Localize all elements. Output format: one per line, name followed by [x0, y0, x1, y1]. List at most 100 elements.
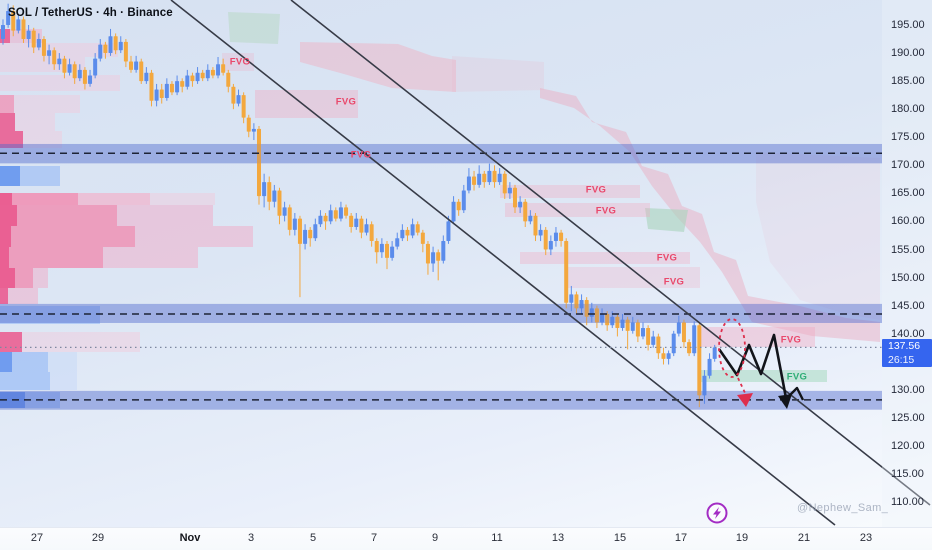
support-resistance-zones[interactable] — [0, 143, 882, 410]
fvg-box — [700, 327, 815, 347]
trend-line — [170, 0, 836, 526]
time-tick: 11 — [491, 532, 503, 544]
current-price-badge: 137.56 26:15 — [882, 339, 932, 367]
trend-line — [290, 0, 931, 506]
fvg-box — [222, 53, 254, 71]
time-tick: 23 — [859, 532, 873, 544]
price-tick: 130.00 — [891, 383, 925, 396]
volume-profile-bar — [0, 166, 20, 186]
volume-profile-bar — [0, 205, 17, 226]
volume-profile-bar — [0, 372, 50, 390]
time-tick: 17 — [674, 532, 688, 544]
time-tick: 19 — [735, 532, 749, 544]
fvg-box — [505, 203, 650, 217]
price-tick: 145.00 — [891, 299, 925, 312]
time-tick: 29 — [91, 532, 105, 544]
volume-profile-bar — [0, 226, 135, 247]
red-arrowhead — [737, 393, 753, 407]
volume-profile-bar — [0, 95, 80, 113]
volume-profile-bar — [0, 288, 8, 304]
watermark: @Nephew_Sam_ — [797, 502, 889, 514]
time-tick: 21 — [797, 532, 811, 544]
sr-zone — [0, 303, 882, 323]
price-tick: 110.00 — [891, 496, 924, 508]
volume-profile-bar — [0, 75, 120, 91]
fvg-text-label: FVG — [786, 371, 808, 383]
volume-profile-bar — [0, 57, 85, 72]
zigzag-arrowhead — [778, 394, 792, 409]
price-tick: 115.00 — [891, 467, 924, 480]
price-tick: 195.00 — [891, 19, 925, 31]
price-tick: 160.00 — [891, 215, 925, 228]
symbol-title[interactable]: SOL / TetherUS · 4h · Binance — [8, 7, 173, 19]
volume-profile-bar — [0, 332, 22, 352]
volume-profile-bar — [0, 247, 9, 268]
volume-profile-bar — [0, 288, 38, 304]
price-tick: 120.00 — [891, 439, 925, 452]
projection-drawings[interactable] — [717, 318, 805, 409]
volume-profile-bar — [0, 247, 103, 268]
fvg-box — [520, 252, 690, 264]
time-tick: 7 — [370, 532, 378, 544]
candlestick-series — [1, 3, 717, 408]
fvg-zones[interactable] — [222, 53, 827, 382]
fvg-text-label: FVG — [663, 276, 685, 288]
volume-profile-bar — [0, 193, 78, 205]
volume-profile — [0, 29, 253, 408]
price-tick: 190.00 — [891, 47, 925, 60]
zone-dashed-lines[interactable] — [0, 152, 882, 401]
fvg-text-label: FVG — [595, 205, 617, 217]
volume-profile-bar — [0, 29, 42, 43]
time-axis[interactable] — [0, 527, 932, 550]
fvg-text-label: FVG — [585, 184, 607, 196]
volume-profile-bar — [0, 43, 118, 57]
fvg-text-label: FVG — [350, 149, 372, 161]
time-tick: 9 — [431, 532, 439, 544]
price-tick: 170.00 — [891, 159, 925, 172]
volume-profile-bar — [0, 131, 23, 148]
zone-overlays — [0, 143, 882, 410]
fvg-text-label: FVG — [780, 334, 802, 346]
price-tick: 175.00 — [891, 131, 925, 144]
bar-countdown: 26:15 — [888, 354, 915, 366]
price-tick: 185.00 — [891, 75, 925, 88]
fvg-text-label: FVG — [656, 252, 678, 264]
time-tick: 3 — [247, 532, 255, 544]
red-dotted-loop — [718, 318, 746, 378]
fvg-box — [700, 370, 827, 382]
volume-profile-bar — [0, 113, 15, 131]
fvg-box — [565, 267, 700, 288]
time-tick: 13 — [551, 532, 565, 544]
volume-profile-bar — [0, 205, 117, 226]
volume-profile-bar — [0, 306, 100, 324]
fvg-box — [500, 185, 640, 198]
time-tick: 27 — [30, 532, 44, 544]
price-tick: 180.00 — [891, 103, 925, 116]
price-tick: 155.00 — [891, 243, 925, 256]
price-tick: 125.00 — [891, 411, 925, 424]
price-axis[interactable] — [882, 0, 932, 527]
price-tick: 150.00 — [891, 271, 925, 284]
lightning-icon[interactable] — [706, 502, 728, 524]
time-tick: 5 — [309, 532, 317, 544]
volume-profile-bar — [0, 95, 14, 113]
volume-profile-bar — [0, 352, 12, 372]
time-tick: Nov — [179, 532, 201, 544]
zigzag-projection — [717, 333, 788, 399]
price-tick: 140.00 — [891, 327, 925, 340]
price-tick: 165.00 — [891, 187, 925, 200]
volume-profile-bar — [0, 193, 12, 205]
volume-profile-bar — [0, 268, 15, 288]
descending-channel-lines[interactable] — [170, 0, 931, 526]
sr-zone — [0, 143, 882, 164]
current-price-value: 137.56 — [888, 340, 921, 352]
time-tick: 15 — [613, 532, 627, 544]
ichimoku-cloud — [228, 12, 880, 342]
fvg-text-label: FVG — [335, 96, 357, 108]
sr-zone — [0, 390, 882, 410]
volume-profile-bar — [0, 226, 11, 247]
fvg-box — [255, 90, 358, 118]
fvg-text-label: FVG — [229, 56, 251, 68]
